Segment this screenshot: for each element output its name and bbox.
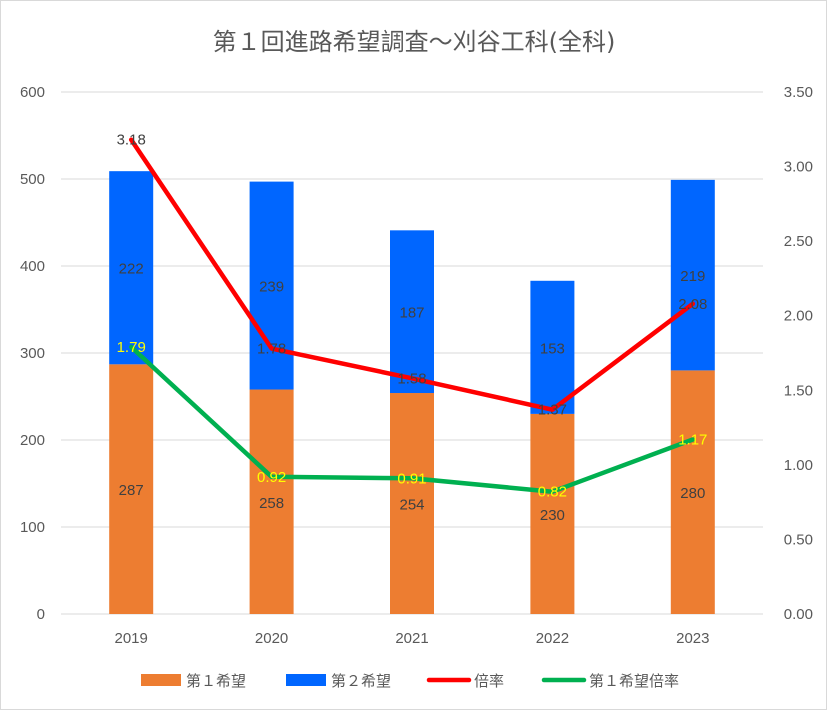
bar-segment bbox=[249, 389, 294, 614]
legend-label: 第１希望倍率 bbox=[589, 672, 679, 690]
line-data-label: 1.79 bbox=[117, 339, 146, 356]
line-data-label: 2.08 bbox=[678, 296, 707, 313]
x-tick-label: 2022 bbox=[536, 630, 569, 647]
line-data-label: 1.78 bbox=[257, 341, 286, 358]
y-left-tick-label: 0 bbox=[37, 606, 45, 623]
line-data-label: 0.82 bbox=[538, 484, 567, 501]
y-right-tick-label: 3.00 bbox=[784, 159, 813, 176]
line-data-label: 1.58 bbox=[397, 370, 426, 387]
line-data-label: 3.18 bbox=[117, 132, 146, 149]
x-tick-label: 2023 bbox=[676, 630, 709, 647]
line-series bbox=[128, 137, 696, 412]
bar-segment bbox=[670, 179, 715, 371]
bar-data-label: 187 bbox=[399, 305, 424, 322]
line-data-label: 0.92 bbox=[257, 469, 286, 486]
y-right-tick-label: 1.50 bbox=[784, 382, 813, 399]
legend-label: 倍率 bbox=[474, 672, 504, 690]
y-right-tick-label: 0.50 bbox=[784, 531, 813, 548]
line-data-label: 1.17 bbox=[678, 432, 707, 449]
y-right-tick-label: 1.00 bbox=[784, 457, 813, 474]
x-tick-label: 2020 bbox=[255, 630, 288, 647]
y-right-tick-label: 0.00 bbox=[784, 606, 813, 623]
y-right-tick-label: 3.50 bbox=[784, 84, 813, 101]
axes: 0 100 200 300 400 500 600 0.00 0.50 1.00 1.50 2.00 2… bbox=[20, 84, 813, 647]
bar-segment bbox=[530, 413, 575, 614]
bars bbox=[109, 171, 715, 614]
bar-segment bbox=[109, 364, 154, 614]
bar-data-label: 239 bbox=[259, 279, 284, 296]
bar-data-label: 258 bbox=[259, 495, 284, 512]
lines bbox=[128, 137, 696, 494]
bar-segment bbox=[390, 393, 434, 614]
legend: 第１希望 第２希望 倍率 第１希望倍率 bbox=[141, 672, 679, 690]
line-series bbox=[128, 344, 696, 494]
y-left-tick-label: 100 bbox=[20, 519, 45, 536]
bar-data-label: 254 bbox=[399, 497, 424, 514]
bar-segment bbox=[109, 171, 154, 365]
y-right-tick-label: 2.00 bbox=[784, 308, 813, 325]
chart-title: 第１回進路希望調査～刈谷工科(全科) bbox=[213, 28, 616, 56]
bar-segment bbox=[670, 370, 715, 614]
line-data-label: 1.37 bbox=[538, 402, 567, 419]
bar-data-label: 153 bbox=[540, 340, 565, 357]
legend-label: 第１希望 bbox=[186, 672, 246, 690]
line-data-label: 0.91 bbox=[397, 470, 426, 487]
bar-data-label: 222 bbox=[119, 261, 144, 278]
bar-segment bbox=[249, 181, 294, 390]
bar-data-label: 230 bbox=[540, 507, 565, 524]
bar-data-label: 219 bbox=[680, 268, 705, 285]
y-left-tick-label: 300 bbox=[20, 345, 45, 362]
x-tick-label: 2019 bbox=[115, 630, 148, 647]
y-right-tick-label: 2.50 bbox=[784, 233, 813, 250]
bar-data-label: 287 bbox=[119, 482, 144, 499]
y-left-tick-label: 400 bbox=[20, 258, 45, 275]
y-left-tick-label: 500 bbox=[20, 171, 45, 188]
y-left-tick-label: 600 bbox=[20, 84, 45, 101]
bar-segment bbox=[390, 230, 434, 394]
x-tick-label: 2021 bbox=[395, 630, 428, 647]
bar-data-label: 280 bbox=[680, 485, 705, 502]
legend-swatch bbox=[286, 674, 326, 686]
y-left-tick-label: 200 bbox=[20, 432, 45, 449]
legend-swatch bbox=[141, 674, 181, 686]
bar-segment bbox=[530, 280, 575, 414]
data-labels: 287 222 258 239 254 187 230 153 280 219 3.18 1.78 1.… bbox=[117, 132, 708, 524]
legend-label: 第２希望 bbox=[331, 672, 391, 690]
